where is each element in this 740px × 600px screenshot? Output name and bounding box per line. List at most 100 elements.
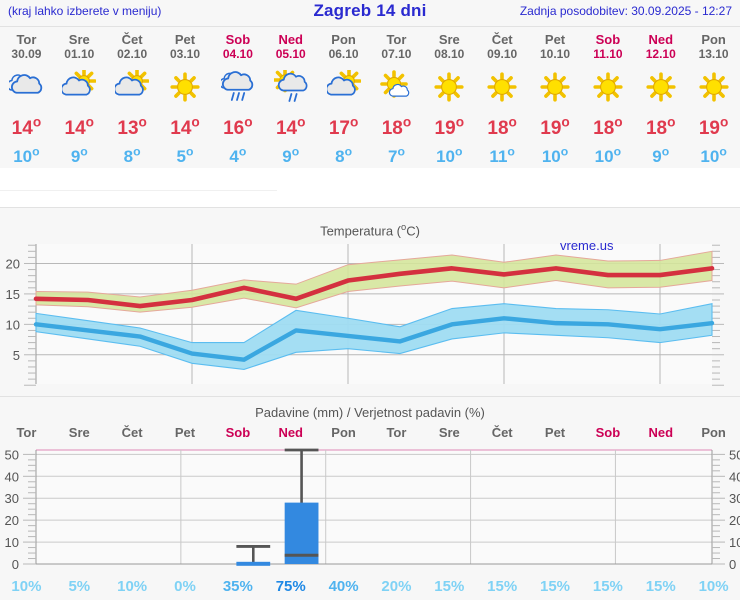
sunny-icon [159, 66, 212, 108]
svg-text:15: 15 [6, 287, 20, 302]
degree-symbol: o [507, 144, 515, 158]
partly-sunny-icon [53, 66, 106, 108]
min-temperature-value: 10o [13, 144, 40, 166]
page-title: Zagreb 14 dni [313, 1, 427, 20]
day-name: Ned [278, 32, 303, 47]
partly-sunny-icon [106, 66, 159, 108]
partly-sunny-icon [317, 66, 370, 108]
min-temperature: 5o [159, 138, 212, 166]
degree-symbol: o [32, 115, 42, 130]
max-temperature-value: 14o [275, 115, 306, 140]
degree-symbol: o [508, 115, 517, 130]
rain-shower-icon [211, 66, 264, 108]
max-temperature-value: 18o [593, 115, 623, 140]
precip-day-label: Čet [491, 425, 513, 440]
min-temperature-row: 10o 9o 8o 5o 4o 9o 8o 7o 10o 11o 10o 10o 9o 10o [0, 138, 740, 166]
precip-section-top-divider [0, 396, 740, 397]
precip-day-label: Čet [121, 425, 143, 440]
day-header-cell: Tor 07.10 [370, 32, 423, 62]
precip-probability-value: 10% [117, 578, 148, 595]
min-temperature: 8o [106, 138, 159, 166]
day-header-cell: Ned 05.10 [264, 32, 317, 62]
precipitation-plot-svg: 0 0 10 10 20 20 30 30 40 40 50 50 [5, 447, 740, 572]
degree-symbol: o [138, 115, 147, 130]
precip-day-label-row: Tor Sre Čet Pet Sob Ned Pon Tor Sre Čet Pet Sob Ned P… [0, 425, 740, 440]
day-name: Sob [225, 32, 251, 47]
min-temperature-value: 10o [594, 144, 622, 166]
min-temperature-value: 11o [489, 144, 515, 166]
last-update-label: Zadnja posodobitev: 30.09.2025 - 12:27 [519, 4, 732, 18]
max-temperature: 16o [211, 110, 264, 139]
temperature-chart: 5 10 15 20 [0, 238, 740, 390]
precip-day-label: Pet [174, 425, 196, 440]
degree-symbol: o [719, 144, 727, 158]
degree-symbol: o [291, 144, 300, 158]
min-temperature: 10o [529, 138, 582, 166]
max-temperature: 14o [159, 110, 212, 140]
cloudy-icon [0, 66, 53, 108]
weather-icon-row [0, 66, 740, 108]
day-header-cell: Pet 10.10 [529, 32, 582, 62]
temp-title-tail: C) [406, 223, 420, 239]
svg-text:20: 20 [5, 513, 19, 528]
degree-symbol: o [85, 115, 95, 130]
max-temperature: 18o [476, 110, 529, 139]
max-temperature: 19o [423, 110, 476, 139]
precip-day-label: Pon [331, 425, 356, 440]
max-temperature-value: 14o [170, 115, 200, 140]
day-header-cell: Tor 30.09 [0, 32, 53, 62]
separator-line [0, 190, 277, 191]
min-temperature-value: 9o [282, 144, 300, 166]
svg-text:5: 5 [13, 348, 20, 363]
precip-probability-value: 5% [68, 578, 91, 595]
svg-text:20: 20 [729, 513, 740, 528]
day-name: Pon [331, 32, 356, 47]
sunny-icon [634, 66, 687, 108]
day-date: 07.10 [381, 47, 412, 61]
svg-text:30: 30 [5, 491, 19, 506]
max-temperature-value: 14o [11, 115, 42, 140]
temp-title-degree: o [401, 222, 407, 232]
min-temperature: 9o [264, 138, 317, 166]
min-temperature: 10o [0, 138, 53, 166]
min-temperature-value: 9o [70, 144, 88, 166]
sun-rain-shower-icon [264, 66, 317, 108]
precip-probability-value: 75% [275, 578, 306, 595]
min-temperature: 8o [317, 138, 370, 166]
min-temperature: 9o [53, 138, 106, 166]
precip-probability-value: 0% [174, 578, 196, 595]
degree-symbol: o [32, 144, 40, 158]
day-name: Čet [121, 32, 143, 47]
min-temperature: 4o [211, 138, 264, 166]
day-name: Sre [438, 32, 460, 47]
svg-text:0: 0 [12, 557, 19, 572]
precip-probability-value: 15% [540, 578, 571, 595]
precipitation-chart: 0 0 10 10 20 20 30 30 40 40 50 50 [0, 444, 740, 576]
degree-symbol: o [297, 115, 306, 130]
precip-day-label: Sre [438, 425, 460, 440]
day-header-cell: Sob 11.10 [581, 32, 634, 62]
day-date: 06.10 [328, 47, 359, 61]
degree-symbol: o [667, 115, 676, 130]
degree-symbol: o [349, 115, 359, 130]
precip-day-label: Ned [278, 425, 303, 440]
sunny-small-cloud-icon [370, 66, 423, 108]
precipitation-chart-title: Padavine (mm) / Verjetnost padavin (%) [255, 405, 485, 420]
degree-symbol: o [344, 144, 353, 158]
day-date: 13.10 [698, 47, 729, 61]
degree-symbol: o [80, 144, 88, 158]
sunny-icon [423, 66, 476, 108]
day-date: 11.10 [593, 47, 623, 61]
precip-probability-value: 15% [487, 578, 518, 595]
precip-probability-value: 35% [222, 578, 253, 595]
precip-probability-value: 15% [592, 578, 623, 595]
precip-day-label: Pet [544, 425, 566, 440]
day-header-cell: Pon 13.10 [687, 32, 740, 62]
precip-day-label: Tor [16, 425, 37, 440]
day-date: 10.10 [540, 47, 571, 61]
temp-section-top-divider [0, 207, 740, 208]
svg-text:40: 40 [729, 469, 740, 484]
temperature-chart-title: Temperatura (oC) [0, 222, 740, 238]
max-temperature: 18o [581, 110, 634, 140]
degree-symbol: o [560, 144, 569, 158]
